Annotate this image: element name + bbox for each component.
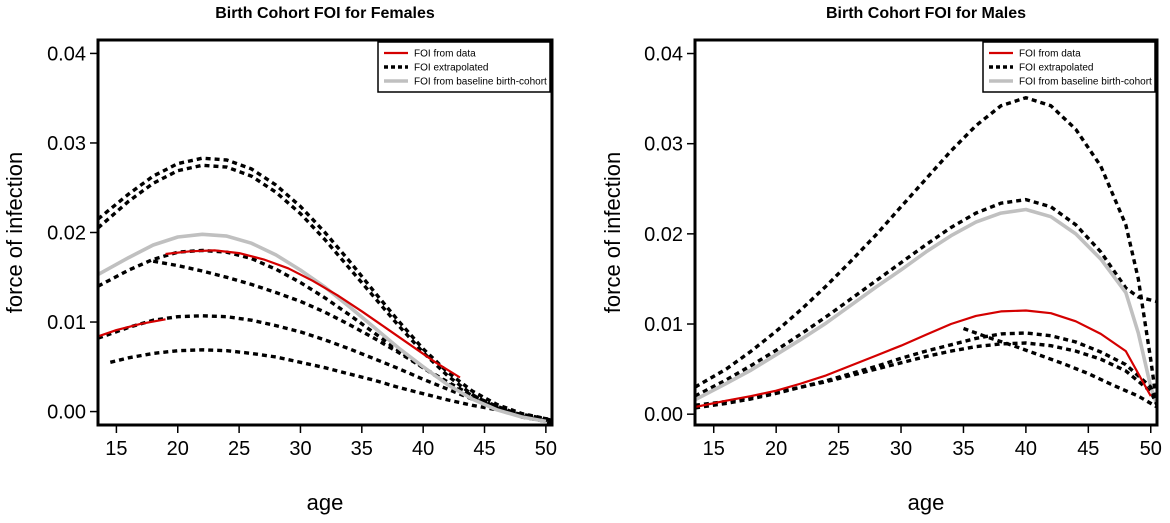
y-tick-label: 0.02	[644, 224, 683, 246]
legend-label: FOI from data	[414, 49, 476, 60]
x-tick-label: 40	[412, 438, 434, 460]
x-tick-label: 20	[765, 438, 787, 460]
x-tick-label: 25	[228, 438, 250, 460]
y-tick-label: 0.04	[644, 44, 683, 66]
legend: FOI from data FOI extrapolated FOI from ba…	[982, 41, 1156, 93]
y-tick-label: 0.04	[47, 43, 86, 65]
x-tick-label: 45	[1077, 438, 1099, 460]
legend-label: FOI extrapolated	[414, 63, 488, 74]
series-group	[695, 95, 1157, 410]
y-tick-label: 0.03	[47, 133, 86, 155]
x-tick-label: 15	[703, 438, 725, 460]
x-tick-label: 50	[1140, 438, 1162, 460]
x-axis-label: age	[908, 490, 945, 515]
y-tick-label: 0.01	[47, 312, 86, 334]
chart-panel-females: Birth Cohort FOI for Females 15 20 25 30 35 40…	[2, 5, 557, 515]
series-line-data	[165, 249, 461, 379]
x-tick-label: 50	[535, 438, 557, 460]
series-line-extrap	[98, 156, 552, 423]
y-tick-label: 0.01	[644, 314, 683, 336]
x-tick-label: 15	[105, 438, 127, 460]
series-line-extrap	[695, 331, 1157, 410]
x-tick-label: 35	[351, 438, 373, 460]
series-line-extrap	[695, 95, 1157, 406]
series-line-extrap	[695, 341, 1157, 407]
y-tick-label: 0.02	[47, 223, 86, 245]
x-tick-label: 45	[473, 438, 495, 460]
plot-frame	[693, 38, 1159, 427]
x-tick-label: 40	[1015, 438, 1037, 460]
y-tick-label: 0.00	[644, 404, 683, 426]
series-line-extrap	[109, 348, 552, 422]
x-tick-label: 30	[890, 438, 912, 460]
legend-label: FOI from data	[1019, 49, 1081, 60]
chart-title: Birth Cohort FOI for Males	[826, 5, 1026, 22]
series-line-extrap	[98, 314, 552, 423]
series-line-baseline	[695, 207, 1157, 406]
series-line-extrap	[152, 259, 552, 424]
x-tick-label: 25	[827, 438, 849, 460]
series-line-extrap	[98, 248, 552, 424]
legend-label: FOI extrapolated	[1019, 63, 1093, 74]
y-axis-label: force of infection	[2, 152, 27, 313]
x-tick-label: 30	[289, 438, 311, 460]
series-line-extrap	[695, 197, 1157, 398]
series-group	[98, 156, 552, 425]
legend-label: FOI from baseline birth-cohort	[414, 77, 547, 88]
legend-label: FOI from baseline birth-cohort	[1019, 77, 1152, 88]
x-tick-label: 20	[167, 438, 189, 460]
y-tick-label: 0.03	[644, 134, 683, 156]
y-axis-label: force of infection	[600, 152, 625, 313]
series-line-data	[695, 309, 1152, 409]
chart-title: Birth Cohort FOI for Females	[215, 5, 435, 22]
y-tick-label: 0.00	[47, 402, 86, 424]
x-axis-label: age	[307, 490, 344, 515]
legend: FOI from data FOI extrapolated FOI from ba…	[377, 41, 551, 93]
series-line-extrap	[962, 326, 1157, 409]
x-tick-label: 35	[952, 438, 974, 460]
series-line-data	[98, 318, 166, 338]
chart-panel-males: Birth Cohort FOI for Males 15 20 25 30 35 40 45…	[600, 5, 1162, 515]
series-line-extrap	[98, 163, 552, 425]
